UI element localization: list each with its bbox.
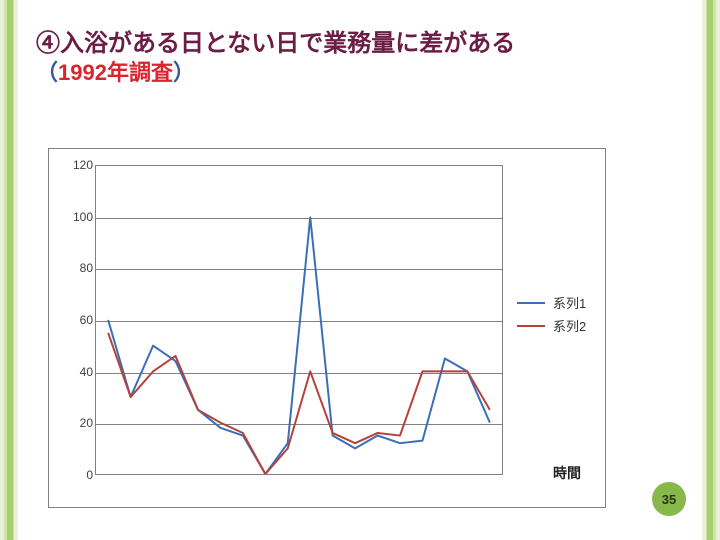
paren-open: （	[36, 60, 58, 85]
slide-title: ④入浴がある日とない日で業務量に差がある （1992年調査）	[36, 28, 680, 88]
stripe-band-outer	[0, 0, 18, 540]
title-number-circle: ④	[36, 30, 60, 57]
title-year: 1992年調査	[58, 60, 173, 85]
title-line-1: ④入浴がある日とない日で業務量に差がある	[36, 28, 680, 59]
side-stripe-right	[702, 0, 720, 540]
chart-lines-svg	[96, 166, 502, 474]
title-main-text: 入浴がある日とない日で業務量に差がある	[60, 30, 515, 57]
y-tick-label: 60	[53, 313, 93, 327]
y-tick-label: 40	[53, 365, 93, 379]
stripe-band-mid	[706, 0, 716, 540]
page-number: 35	[662, 492, 676, 507]
series-line	[108, 217, 490, 474]
y-tick-label: 0	[53, 468, 93, 482]
stripe-band-core	[707, 0, 713, 540]
side-stripe-left	[0, 0, 18, 540]
plot-area	[95, 165, 503, 475]
stripe-band-outer	[702, 0, 720, 540]
legend-label-2: 系列2	[553, 316, 586, 335]
stripe-band-mid	[4, 0, 14, 540]
legend: 系列1 系列2	[517, 289, 586, 339]
title-line-2: （1992年調査）	[36, 59, 680, 88]
page-number-badge: 35	[652, 482, 686, 516]
y-tick-label: 100	[53, 210, 93, 224]
legend-item-2: 系列2	[517, 316, 586, 335]
legend-swatch-2	[517, 325, 545, 327]
legend-swatch-1	[517, 302, 545, 304]
stripe-band-core	[7, 0, 13, 540]
chart-panel: 0 20 40 60 80 100 120 系列1 系列2 時間	[48, 148, 606, 508]
y-tick-label: 20	[53, 416, 93, 430]
x-axis-label: 時間	[553, 463, 581, 483]
y-tick-label: 80	[53, 261, 93, 275]
paren-close: ）	[173, 60, 195, 85]
y-tick-label: 120	[53, 158, 93, 172]
legend-item-1: 系列1	[517, 293, 586, 312]
legend-label-1: 系列1	[553, 293, 586, 312]
